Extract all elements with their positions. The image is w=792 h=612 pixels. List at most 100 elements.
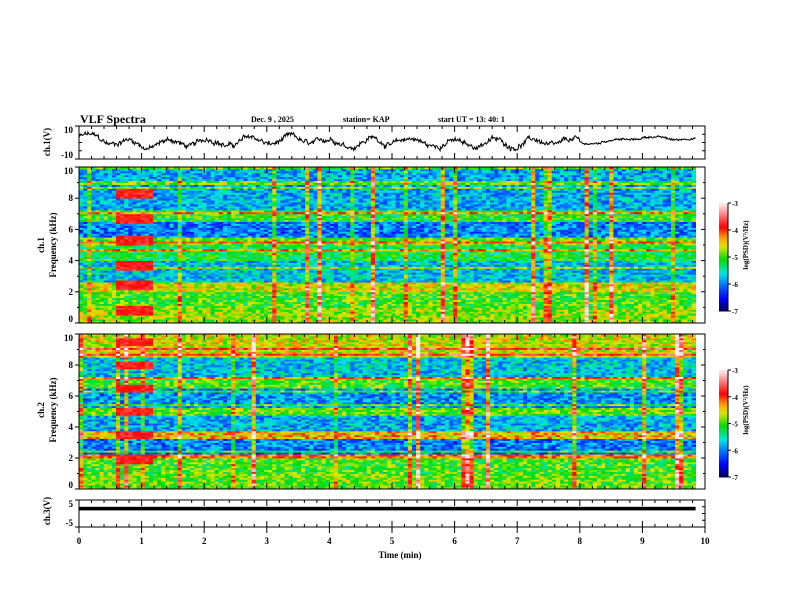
spec1-cell [136, 301, 142, 304]
spec1-cell [148, 313, 154, 316]
spec1-cell [288, 309, 294, 312]
spec1-cell [679, 301, 684, 304]
spec1-cell [243, 299, 248, 302]
spec1-cell [638, 299, 643, 302]
spec1-cell [313, 282, 318, 285]
spec1-cell [687, 305, 692, 308]
spec1-cell [679, 289, 684, 293]
spec1-cell [465, 301, 470, 304]
spec1-cell [165, 309, 170, 312]
spec1-cell [202, 309, 207, 312]
spec1-cell [263, 301, 269, 304]
spec1-cell [555, 321, 561, 324]
spec1-cell [420, 317, 425, 320]
spec1-cell [337, 301, 343, 304]
spec1-cell [559, 295, 565, 299]
spec1-cell [457, 287, 462, 291]
spec1-cell [675, 295, 680, 299]
spec1-cell [675, 317, 680, 320]
spec1-cell [494, 291, 499, 295]
spec1-cell [477, 315, 483, 318]
spec1-cell [313, 297, 318, 300]
spec1-cell [107, 285, 113, 289]
spec1-cell [473, 289, 479, 293]
spec1-cell [469, 301, 475, 304]
spec1-cell [675, 291, 680, 295]
spec1-cell [568, 319, 573, 322]
spec1-cell [494, 321, 499, 324]
spec1-cell [494, 297, 499, 300]
spec1-cell [514, 313, 520, 316]
spec1-cell [416, 309, 421, 312]
spec1-cell [658, 321, 664, 324]
spec1-cell [387, 285, 392, 289]
spec1-cell [576, 309, 581, 312]
spec1-cell [189, 303, 195, 306]
spec1-cell [416, 315, 421, 318]
spec1-cell [481, 319, 487, 322]
spec1-cell [494, 307, 499, 310]
spec1-cell [128, 311, 133, 314]
spec1-cell [157, 299, 162, 302]
spec1-cell [95, 285, 100, 289]
spec1-cell [477, 299, 483, 302]
spec1-cell [362, 321, 368, 324]
spec1-cell [510, 299, 516, 302]
spec1-cell [584, 287, 590, 291]
spec1-cell [79, 309, 84, 312]
spec1-cell [387, 315, 392, 318]
spec1-cell [670, 315, 676, 318]
spec1-cell [288, 303, 294, 306]
spec1-cell [559, 291, 565, 295]
spec1-cell [539, 321, 544, 324]
spec1-cell [543, 299, 549, 302]
spec1-cell [555, 282, 561, 285]
spec1-cell [572, 319, 577, 322]
spec1-cell [374, 289, 380, 293]
spec1-cell [502, 284, 507, 287]
spec1-cell [420, 309, 425, 312]
spec1-cell [95, 307, 100, 310]
spec1-cell [79, 317, 84, 320]
spec1-cell [177, 285, 183, 289]
spec1-cell [83, 315, 88, 318]
spec1-cell [255, 311, 261, 314]
spec1-cell [206, 291, 211, 295]
spec1-cell [268, 305, 273, 308]
spec1-cell [272, 307, 277, 310]
spec1-cell [403, 287, 409, 291]
spec1-cell [177, 282, 183, 285]
spec1-cell [407, 299, 413, 302]
spec1-cell [379, 287, 384, 291]
spec1-cell [465, 303, 470, 306]
spec1-cell [633, 285, 639, 289]
spec1-cell [152, 315, 158, 318]
spec1-cell [551, 297, 557, 300]
spec1-cell [366, 295, 372, 299]
spec1-cell [218, 282, 224, 285]
spec1-cell [247, 307, 253, 310]
spec1-cell [91, 295, 96, 299]
spec1-cell [144, 311, 150, 314]
spec1-cell [136, 315, 142, 318]
spec1-cell [103, 305, 109, 308]
spec1-cell [243, 303, 248, 306]
spec1-cell [165, 307, 170, 310]
spec1-cell [535, 307, 540, 310]
spec1-cell [354, 297, 359, 300]
spec1-cell [91, 311, 96, 314]
spec1-cell [288, 321, 294, 324]
spec1-cell [436, 297, 442, 300]
spec1-cell [650, 299, 655, 302]
spec1-cell [555, 293, 561, 297]
spec1-cell [613, 301, 618, 304]
spec1-cell [120, 297, 125, 300]
spec1-cell [144, 293, 150, 297]
spec1-cell [333, 321, 339, 324]
spec1-cell [646, 285, 651, 289]
spec1-cell [572, 297, 577, 300]
spec1-cell [539, 311, 544, 314]
spec1-cell [391, 307, 396, 310]
spec1-cell [140, 297, 146, 300]
spec1-cell [543, 315, 549, 318]
